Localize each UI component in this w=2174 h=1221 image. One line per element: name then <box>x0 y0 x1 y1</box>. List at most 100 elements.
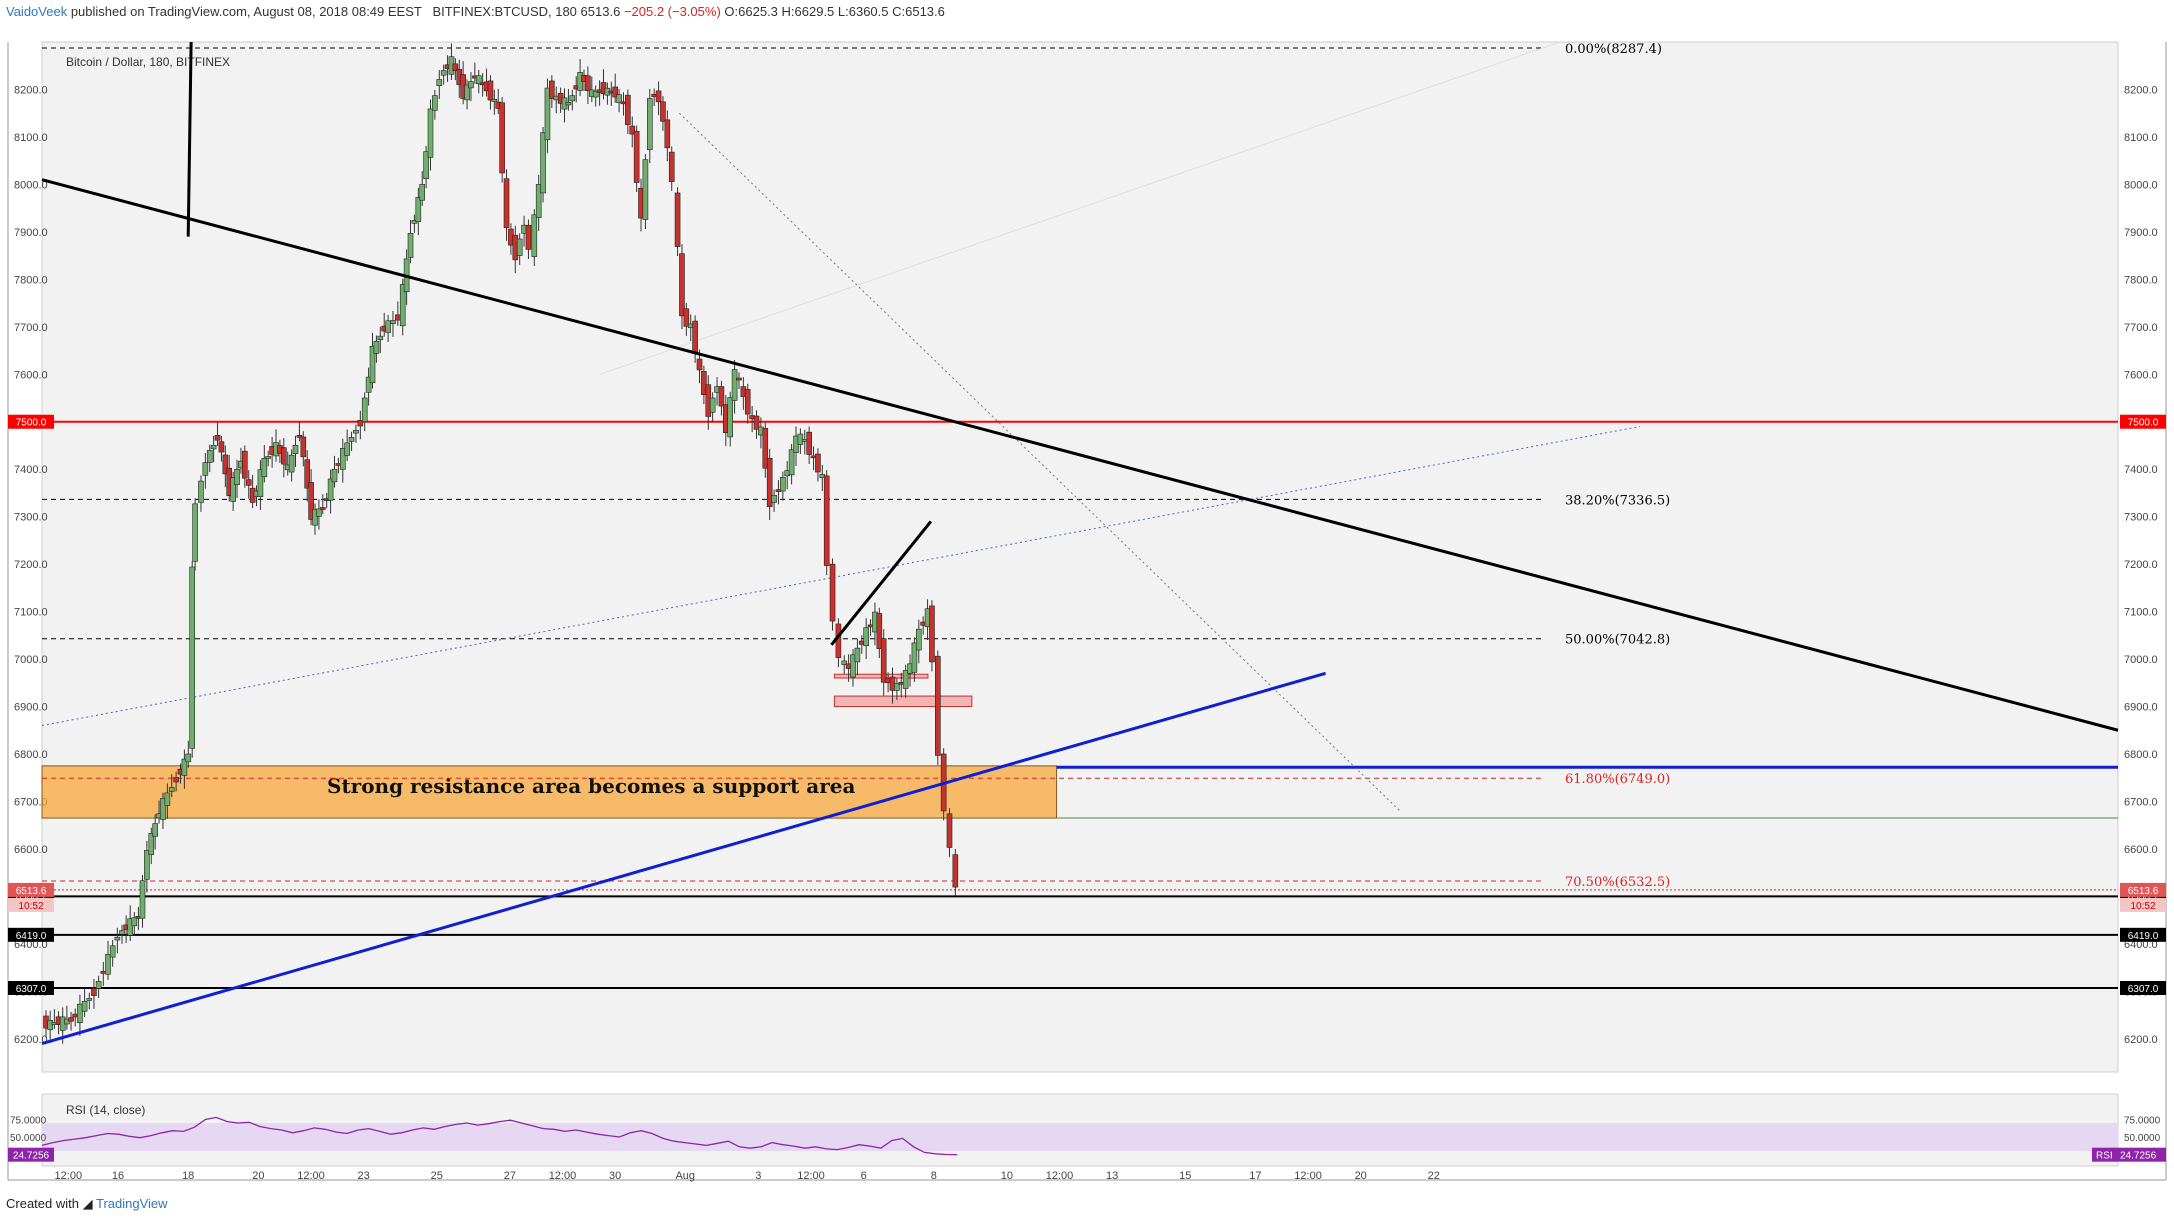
rsi-line <box>41 1116 958 1156</box>
candle-body <box>327 478 334 501</box>
candle-body <box>139 880 146 919</box>
candle-body <box>105 953 111 975</box>
y-tick-label-right: 7100.0 <box>2124 607 2158 619</box>
candle-body <box>415 197 422 223</box>
price-level-tag <box>2120 980 2166 995</box>
y-tick-label-left: 7400.0 <box>14 464 48 476</box>
x-tick-label: 30 <box>609 1170 621 1182</box>
dotted-channel-line <box>41 425 1641 726</box>
candle-body <box>525 224 532 250</box>
support-zone-label: Strong resistance area becomes a support… <box>327 774 855 798</box>
candle-body <box>491 98 498 102</box>
candle-body <box>668 151 675 182</box>
price-level-tag-label: 6307.0 <box>16 984 47 995</box>
y-tick-label-right: 7900.0 <box>2124 227 2158 239</box>
y-tick-label-right: 7700.0 <box>2124 322 2158 334</box>
candle-body <box>616 94 622 104</box>
faint-fib-trend-line <box>599 41 1561 375</box>
countdown-tag <box>2120 897 2166 912</box>
candle-body <box>633 130 640 183</box>
x-tick-label: 12:00 <box>1046 1170 1074 1182</box>
candle-body <box>736 377 742 381</box>
candle-body <box>206 450 213 463</box>
candle-body <box>296 435 303 438</box>
candle-body <box>731 369 738 401</box>
candle-body <box>377 335 384 341</box>
x-tick-label: 16 <box>112 1170 124 1182</box>
y-tick-label-right: 8000.0 <box>2124 179 2158 191</box>
rsi-value-tag-right-label: 24.7256 <box>2120 1151 2157 1162</box>
y-tick-label-right: 6600.0 <box>2124 844 2158 856</box>
candle-body <box>727 397 734 438</box>
price-level-tag <box>8 414 54 429</box>
candle-body <box>316 508 322 517</box>
fib-level-label: 61.80%(6749.0) <box>1565 772 1670 787</box>
last-price-tag-label: 6513.6 <box>16 886 47 897</box>
candle-body <box>210 444 217 450</box>
candle-body <box>81 1000 88 1012</box>
candle-body <box>91 988 97 996</box>
author-link[interactable]: VaidoVeek <box>6 4 68 19</box>
candle-body <box>72 1013 79 1018</box>
rsi-value-tag-right <box>2092 1147 2166 1162</box>
candle-body <box>281 447 287 465</box>
candle-body <box>531 214 538 257</box>
y-tick-label-right: 6400.0 <box>2124 939 2158 951</box>
symbol-text: BITFINEX:BTCUSD, 180 <box>432 4 577 19</box>
candle-body <box>503 178 510 228</box>
x-tick-label: 17 <box>1249 1170 1261 1182</box>
candle-body <box>152 823 158 837</box>
x-tick-label: 18 <box>182 1170 194 1182</box>
candle-body <box>312 508 318 526</box>
candle-body <box>544 87 551 141</box>
candle-body <box>487 80 494 101</box>
candle-body <box>198 480 204 503</box>
candle-body <box>952 854 959 888</box>
last-price-text: 6513.6 <box>580 4 621 19</box>
candle-body <box>245 479 252 486</box>
y-tick-label-right: 7300.0 <box>2124 512 2158 524</box>
candle-body <box>423 151 429 180</box>
x-tick-label: 20 <box>1355 1170 1367 1182</box>
y-tick-label-right: 7800.0 <box>2124 274 2158 286</box>
fib-level-label: 50.00%(7042.8) <box>1565 633 1670 648</box>
rsi-band <box>42 1123 2118 1151</box>
candle-body <box>823 475 830 566</box>
candle-body <box>535 184 542 218</box>
candle-body <box>261 457 268 478</box>
candle-body <box>68 1017 74 1022</box>
candle-body <box>148 833 155 855</box>
x-tick-label: 6 <box>861 1170 867 1182</box>
x-tick-label: 3 <box>755 1170 761 1182</box>
x-tick-label: 23 <box>358 1170 370 1182</box>
candle-body <box>911 642 918 673</box>
candle-body <box>718 386 725 407</box>
fib-level-label: 70.50%(6532.5) <box>1565 875 1670 890</box>
tradingview-brand-link[interactable]: TradingView <box>96 1196 168 1211</box>
candle-body <box>95 981 102 989</box>
ascending-trendline <box>41 671 1327 1045</box>
tradingview-logo-icon: ◢ <box>82 1196 93 1211</box>
candle-body <box>440 70 447 76</box>
y-tick-label-right: 6700.0 <box>2124 796 2158 808</box>
candle-body <box>876 613 883 649</box>
candle-body <box>164 792 171 806</box>
candle-body <box>592 90 599 98</box>
candle-body <box>780 476 786 492</box>
x-tick-label: 8 <box>931 1170 937 1182</box>
candle-body <box>109 945 116 958</box>
candle-body <box>452 63 459 71</box>
price-level-tag-label: 6500.1 <box>16 892 47 903</box>
fib-level-label: 38.20%(7336.5) <box>1565 493 1670 508</box>
last-price-tag <box>8 882 54 897</box>
candle-body <box>432 95 438 111</box>
candle-body <box>565 101 572 106</box>
y-tick-label-left: 7600.0 <box>14 369 48 381</box>
candle-body <box>308 482 314 520</box>
last-price-tag-label: 6513.6 <box>2128 886 2159 897</box>
price-level-tag <box>8 927 54 942</box>
candle-body <box>86 998 93 1001</box>
candle-body <box>902 670 909 689</box>
candle-body <box>692 320 698 354</box>
